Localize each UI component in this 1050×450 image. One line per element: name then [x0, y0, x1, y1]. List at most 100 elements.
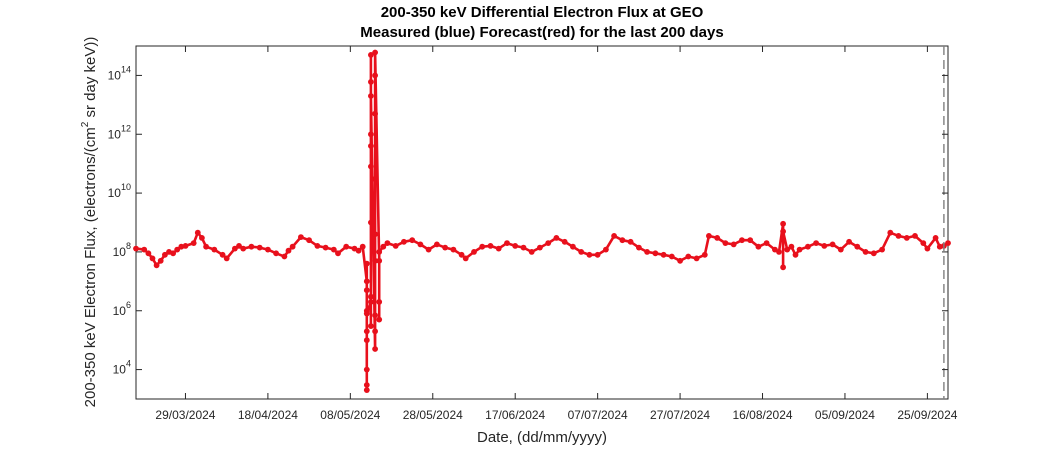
data-point: [359, 243, 366, 250]
data-point: [372, 328, 378, 335]
data-point: [450, 246, 457, 253]
data-point: [788, 243, 795, 250]
x-axis-label: Date, (dd/mm/yyyy): [477, 429, 607, 446]
data-point: [458, 251, 465, 258]
y-tick-exponent: 12: [121, 123, 131, 133]
data-point: [730, 241, 737, 248]
y-axis-label-sup: 2: [80, 121, 91, 127]
data-point: [578, 249, 585, 255]
data-point: [363, 278, 370, 285]
data-point: [211, 246, 218, 253]
y-tick-label: 1014: [108, 64, 131, 82]
data-point: [652, 250, 659, 257]
data-point: [747, 237, 754, 244]
data-point: [232, 245, 238, 252]
data-point: [335, 250, 341, 257]
data-point: [363, 328, 370, 335]
data-point: [706, 233, 712, 239]
x-tick-label: 16/08/2024: [732, 408, 792, 422]
data-point: [862, 249, 869, 255]
y-tick-base: 10: [113, 363, 127, 377]
x-tick-label: 28/05/2024: [403, 408, 463, 422]
data-point: [355, 247, 362, 254]
plot-frame: [135, 45, 949, 400]
data-point: [487, 243, 494, 249]
data-point: [932, 235, 939, 241]
data-point: [879, 246, 885, 253]
data-point: [256, 244, 263, 251]
data-point: [792, 251, 799, 258]
data-point: [442, 244, 448, 251]
data-point: [376, 249, 383, 255]
data-point: [763, 240, 770, 247]
y-tick-base: 10: [108, 186, 122, 200]
data-point: [417, 241, 424, 248]
data-point: [545, 240, 552, 247]
y-tick-label: 104: [113, 359, 131, 377]
x-tick-label: 29/03/2024: [155, 408, 215, 422]
data-point: [265, 246, 271, 253]
data-point: [570, 243, 576, 250]
data-point: [471, 249, 477, 255]
data-point: [903, 235, 910, 241]
data-point: [289, 243, 296, 250]
data-point: [829, 241, 836, 248]
data-point: [223, 255, 230, 262]
data-point: [372, 231, 378, 238]
data-point: [363, 366, 370, 373]
data-point: [586, 251, 593, 258]
data-point: [924, 245, 931, 252]
data-point: [219, 251, 226, 258]
data-point: [376, 299, 383, 305]
data-point: [714, 235, 721, 241]
x-tick-label: 05/09/2024: [815, 408, 875, 422]
data-point: [363, 260, 370, 267]
data-point: [528, 249, 535, 255]
chart-title: 200-350 keV Differential Electron Flux a…: [381, 4, 704, 21]
data-point: [330, 246, 337, 253]
data-point: [520, 244, 527, 251]
y-tick-exponent: 10: [121, 182, 131, 192]
data-point: [363, 382, 370, 388]
data-point: [603, 246, 609, 253]
data-point: [376, 257, 383, 264]
data-point: [401, 238, 407, 245]
data-point: [479, 243, 486, 250]
data-point: [776, 249, 782, 255]
data-point: [149, 255, 156, 262]
y-tick-base: 10: [108, 127, 122, 141]
data-point: [594, 251, 601, 258]
data-point: [363, 387, 370, 393]
x-tick-label: 27/07/2024: [650, 408, 710, 422]
data-point: [693, 255, 700, 262]
data-point: [668, 253, 675, 260]
data-point: [945, 240, 951, 247]
data-point: [553, 235, 560, 241]
y-axis-label: 200-350 keV Electron Flux, (electrons/(c…: [80, 37, 99, 408]
y-tick-exponent: 8: [126, 241, 131, 251]
data-point: [194, 229, 201, 236]
data-point: [368, 52, 374, 58]
data-point: [363, 287, 370, 294]
x-axis-ticks: 29/03/2024 18/04/2024 08/05/2024 28/05/2024…: [155, 46, 958, 422]
data-point: [846, 238, 852, 245]
data-point: [780, 220, 786, 227]
data-point: [805, 243, 811, 250]
series-layer: [133, 49, 951, 393]
data-point: [372, 312, 378, 319]
data-point: [343, 243, 350, 250]
data-point: [495, 245, 502, 252]
data-point: [627, 238, 634, 245]
y-tick-exponent: 6: [126, 300, 131, 310]
data-point: [796, 246, 803, 253]
data-point: [644, 249, 650, 255]
data-point: [141, 246, 148, 253]
data-point: [314, 243, 321, 249]
data-point: [380, 243, 387, 250]
data-point: [739, 237, 745, 244]
data-point: [182, 243, 189, 249]
data-point: [248, 243, 255, 250]
data-point: [368, 323, 374, 329]
